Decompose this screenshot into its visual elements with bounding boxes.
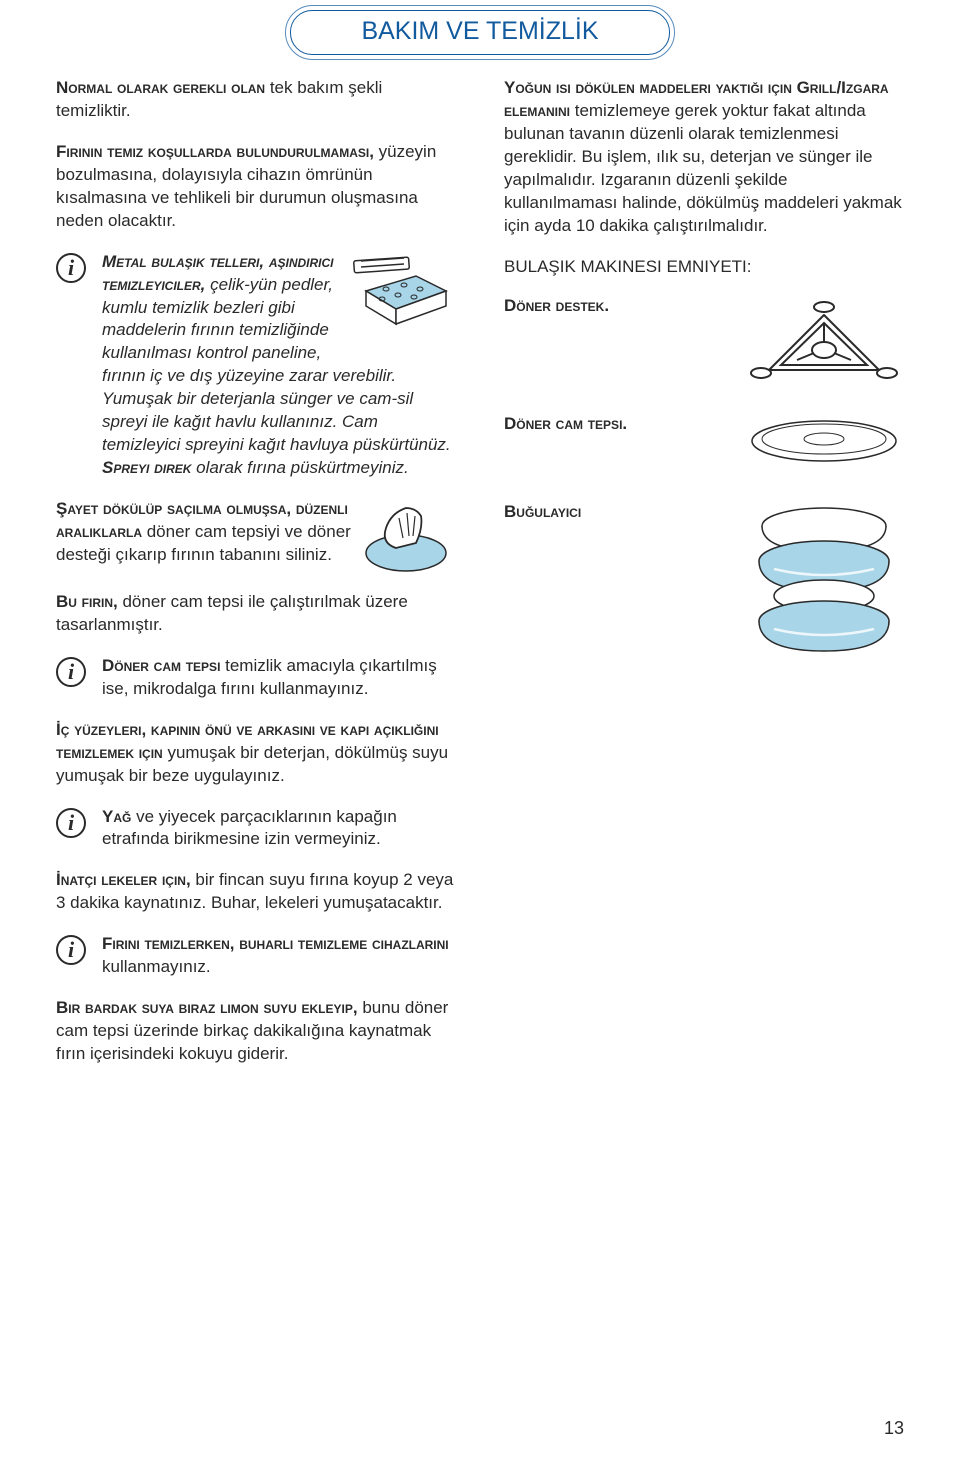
item-glass-turntable: Döner cam tepsi.: [504, 413, 904, 483]
lead-text-2: Spreyi direk: [102, 458, 191, 477]
left-column: Normal olarak gerekli olan tek bakım şek…: [56, 77, 456, 1084]
info-icon: i: [56, 935, 86, 965]
lead-text: Fırının temiz koşullarda bulundurulmamas…: [56, 142, 374, 161]
para-normal-maintenance: Normal olarak gerekli olan tek bakım şek…: [56, 77, 456, 123]
dishwasher-safety-heading: BULAŞIK MAKINESI EMNIYETI:: [504, 256, 904, 279]
turntable-support-icon: [744, 295, 904, 402]
body-text-2: olarak fırına püskürtmeyiniz.: [191, 458, 408, 477]
label-text: Buğulayıcı: [504, 502, 581, 521]
info-icon: i: [56, 808, 86, 838]
item-turntable-support: Döner destek.: [504, 295, 904, 395]
lead-text: Bir bardak suya biraz limon suyu ekleyip…: [56, 998, 358, 1017]
para-turntable-removed: i Döner cam tepsi temizlik amacıyla çıka…: [56, 655, 456, 701]
page-number: 13: [884, 1418, 904, 1439]
para-inner-surfaces: İç yüzeyleri, kapının önü ve arkasını ve…: [56, 719, 456, 788]
lead-text: Normal olarak gerekli olan: [56, 78, 265, 97]
info-icon: i: [56, 253, 86, 283]
info-icon: i: [56, 657, 86, 687]
para-oven-designed: Bu fırın, döner cam tepsi ile çalıştırıl…: [56, 591, 456, 637]
label-text: Döner destek.: [504, 296, 609, 315]
page-title: BAKIM VE TEMİZLİK: [290, 10, 669, 55]
item-steamer: Buğulayıcı: [504, 501, 904, 671]
lead-text: Yağ: [102, 807, 131, 826]
two-columns: Normal olarak gerekli olan tek bakım şek…: [56, 77, 904, 1084]
body-text: kullanmayınız.: [102, 957, 211, 976]
para-grill-element: Yoğun ısı dökülen maddeleri yaktığı için…: [504, 77, 904, 238]
lead-text: Bu fırın,: [56, 592, 118, 611]
sponge-icon: [346, 251, 456, 338]
para-lemon-water: Bir bardak suya biraz limon suyu ekleyip…: [56, 997, 456, 1066]
steamer-icon: [744, 501, 904, 668]
para-stubborn-stains: İnatçı lekeler için, bir fincan suyu fır…: [56, 869, 456, 915]
para-grease: i Yağ ve yiyecek parçacıklarının kapağın…: [56, 806, 456, 852]
para-steam-cleaner: i Fırını temizlerken, buharlı temizleme …: [56, 933, 456, 979]
lead-text: Döner cam tepsi: [102, 656, 220, 675]
para-metal-brushes: i: [56, 251, 456, 480]
wiping-icon: [361, 498, 456, 585]
lead-text: Fırını temizlerken, buharlı temizleme ci…: [102, 934, 449, 953]
right-column: Yoğun ısı dökülen maddeleri yaktığı için…: [504, 77, 904, 1084]
page-title-wrap: BAKIM VE TEMİZLİK: [56, 10, 904, 55]
body-text: temizlemeye gerek yoktur fakat altında b…: [504, 101, 902, 235]
glass-turntable-icon: [744, 413, 904, 475]
label-text: Döner cam tepsi.: [504, 414, 627, 433]
para-keep-clean: Fırının temiz koşullarda bulundurulmamas…: [56, 141, 456, 233]
lead-text: İnatçı lekeler için,: [56, 870, 191, 889]
body-text: ve yiyecek parçacıklarının kapağın etraf…: [102, 807, 397, 849]
para-spillage: Şayet dökülüp saçılma olmuşsa, düzenli a…: [56, 498, 456, 567]
